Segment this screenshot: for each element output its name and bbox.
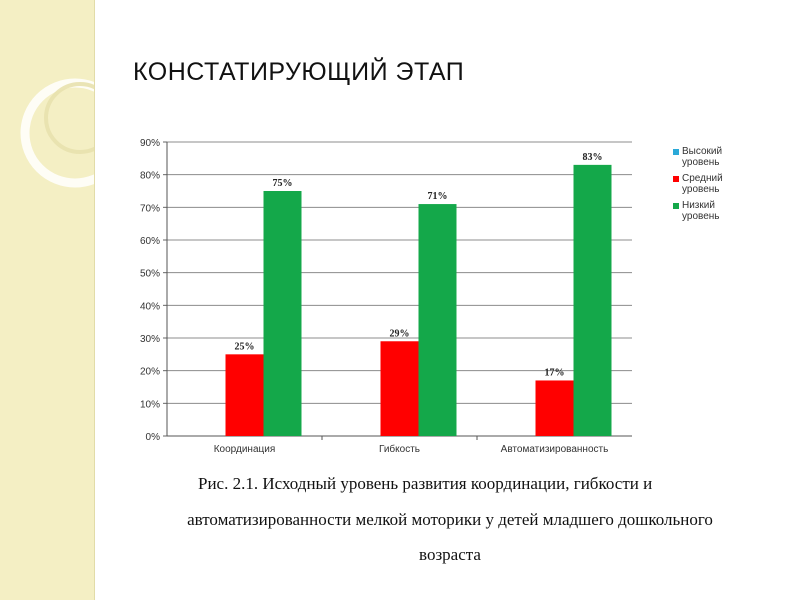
y-tick-label: 50%	[140, 269, 160, 280]
decorative-side-band	[0, 0, 95, 600]
bar	[535, 380, 574, 436]
y-tick-label: 90%	[140, 138, 160, 149]
legend-label-continued: уровень	[682, 211, 720, 222]
x-tick-label: Автоматизированность	[501, 444, 609, 455]
bar	[263, 191, 302, 436]
figure-caption-line-1: Рис. 2.1. Исходный уровень развития коор…	[198, 474, 653, 493]
data-label: 83%	[583, 152, 603, 163]
legend-label: Высокий	[682, 146, 722, 157]
figure-caption-line-3: возраста	[419, 545, 481, 564]
y-tick-label: 60%	[140, 236, 160, 247]
page-title: КОНСТАТИРУЮЩИЙ ЭТАП	[133, 58, 465, 86]
y-tick-label: 30%	[140, 334, 160, 345]
legend-label: Средний	[682, 173, 723, 184]
legend-swatch	[673, 176, 679, 182]
data-label: 71%	[428, 191, 448, 202]
data-label: 17%	[545, 367, 565, 378]
figure-caption-line-2: автоматизированности мелкой моторики у д…	[187, 510, 713, 529]
legend-label: Низкий	[682, 200, 715, 211]
legend-label-continued: уровень	[682, 157, 720, 168]
x-tick-label: Гибкость	[379, 443, 420, 455]
y-tick-label: 0%	[146, 432, 161, 443]
data-label: 29%	[390, 328, 410, 339]
decorative-rings	[20, 78, 94, 188]
y-tick-label: 20%	[140, 367, 160, 378]
x-tick-label: Координация	[214, 444, 276, 455]
y-tick-label: 80%	[140, 171, 160, 182]
legend-label-continued: уровень	[682, 184, 720, 195]
legend-swatch	[673, 203, 679, 209]
legend-swatch	[673, 149, 679, 155]
data-label: 75%	[273, 178, 293, 189]
bar	[380, 341, 419, 436]
data-label: 25%	[235, 341, 255, 352]
y-tick-label: 40%	[140, 301, 160, 312]
y-tick-label: 70%	[140, 203, 160, 214]
bar	[573, 164, 612, 436]
bar	[225, 354, 264, 436]
bar-chart: 0% 10% 20% 30% 40% 50% 60% 70% 80% 90% 25% 75% Коорд…	[140, 138, 723, 455]
y-tick-label: 10%	[140, 399, 160, 410]
bar	[418, 204, 457, 436]
